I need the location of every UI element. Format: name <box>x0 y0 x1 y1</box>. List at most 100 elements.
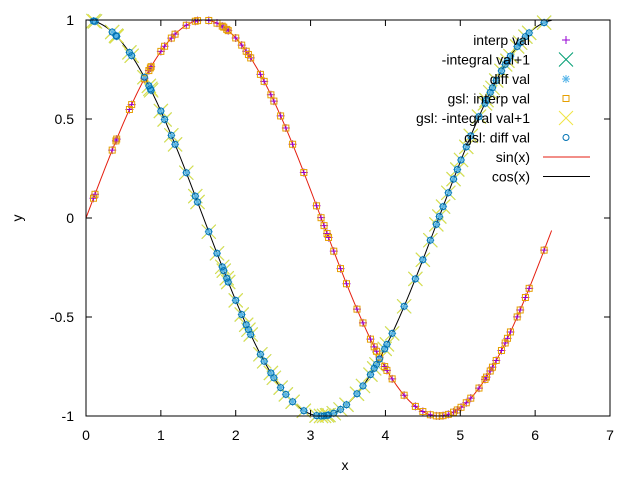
data-point <box>191 17 199 25</box>
data-point <box>161 115 169 123</box>
data-point <box>300 407 308 415</box>
data-point <box>497 67 505 75</box>
data-point <box>242 320 251 329</box>
data-point <box>147 63 155 71</box>
data-point <box>411 275 419 283</box>
data-point <box>281 390 290 399</box>
legend-marker-sample <box>558 52 574 67</box>
data-point <box>260 357 269 366</box>
data-point <box>501 339 509 347</box>
data-point <box>288 397 297 406</box>
data-point <box>112 137 120 145</box>
data-point <box>482 96 491 105</box>
data-point <box>232 34 240 42</box>
data-point <box>336 405 345 414</box>
data-point <box>238 311 246 319</box>
data-point <box>194 198 202 206</box>
data-point <box>372 360 380 368</box>
data-point <box>432 220 440 228</box>
data-point <box>492 77 500 85</box>
data-point <box>167 131 176 140</box>
data-point <box>467 132 475 140</box>
data-point <box>444 189 452 197</box>
data-point <box>432 220 441 229</box>
data-point <box>325 233 333 241</box>
data-point <box>388 329 396 337</box>
data-point <box>501 60 509 68</box>
data-point <box>358 381 367 390</box>
data-point <box>482 373 490 381</box>
y-tick-label: 0 <box>66 210 74 226</box>
data-point <box>372 360 381 369</box>
data-point <box>383 340 391 348</box>
data-point <box>277 384 285 392</box>
data-point <box>506 328 514 336</box>
legend-label: -integral val+1 <box>442 52 531 68</box>
data-point <box>266 369 275 378</box>
data-point <box>191 192 199 200</box>
data-point <box>540 18 549 27</box>
data-point <box>525 29 533 37</box>
data-point <box>400 391 408 399</box>
data-point <box>270 374 278 382</box>
data-point <box>329 409 338 418</box>
data-point <box>475 113 483 121</box>
data-point <box>488 83 497 92</box>
data-point <box>289 140 297 148</box>
legend-marker-sample <box>562 75 570 83</box>
y-tick-label: 1 <box>66 12 74 28</box>
legend-marker-sample <box>558 110 574 126</box>
x-axis-label: x <box>342 457 349 473</box>
data-point <box>400 302 409 311</box>
data-point <box>375 354 384 363</box>
data-point <box>343 280 351 288</box>
data-point <box>222 274 231 283</box>
x-tick-label: 7 <box>606 427 614 443</box>
data-point <box>320 222 328 230</box>
data-point <box>220 267 228 275</box>
data-point <box>359 319 367 327</box>
data-point <box>205 228 213 236</box>
data-point <box>160 115 169 124</box>
data-point <box>260 77 268 85</box>
data-point <box>467 394 475 402</box>
data-point <box>525 28 534 37</box>
data-point <box>516 38 525 47</box>
data-point <box>128 52 136 60</box>
data-point <box>171 140 179 148</box>
data-point <box>113 135 121 143</box>
data-point <box>161 42 169 50</box>
data-point <box>289 398 297 406</box>
data-point <box>191 192 200 201</box>
y-axis-label: y <box>9 215 25 222</box>
data-point <box>282 124 290 132</box>
data-point <box>516 306 524 314</box>
data-point <box>449 175 458 184</box>
data-point <box>108 146 116 154</box>
data-point <box>256 70 264 78</box>
data-point <box>382 340 391 349</box>
data-point <box>204 227 213 236</box>
data-point <box>400 302 408 310</box>
data-point <box>513 42 522 51</box>
y-tick-label: 0.5 <box>55 111 75 127</box>
data-point <box>383 366 391 374</box>
data-point <box>380 344 389 353</box>
data-point <box>426 236 435 245</box>
data-point <box>147 86 156 95</box>
data-point <box>450 408 458 416</box>
data-point <box>462 143 470 151</box>
data-point <box>112 32 120 40</box>
data-point <box>482 96 490 104</box>
data-point <box>418 255 427 264</box>
data-point <box>426 236 434 244</box>
data-point <box>300 169 308 177</box>
data-point <box>516 39 524 47</box>
data-point <box>125 105 133 113</box>
data-point <box>277 112 285 120</box>
data-point <box>497 66 506 75</box>
data-point <box>157 107 165 115</box>
series-points-0 <box>89 16 549 420</box>
y-tick-label: -0.5 <box>50 309 74 325</box>
